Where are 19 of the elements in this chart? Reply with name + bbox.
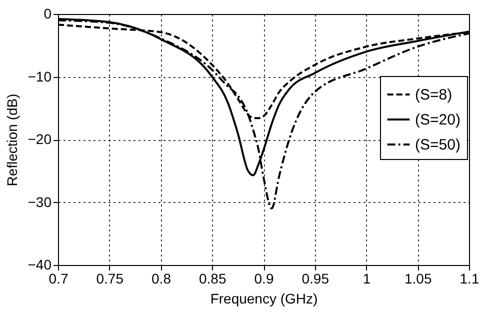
legend-label: (S=8): [415, 86, 452, 104]
x-tick-label: 0.8: [152, 270, 172, 286]
y-axis-title: Reflection (dB): [4, 94, 20, 186]
legend-label: (S=50): [415, 136, 460, 154]
x-tick-label: 0.85: [199, 270, 226, 286]
x-tick-label: 1: [362, 270, 371, 286]
x-tick-label: 0.9: [254, 270, 274, 286]
x-tick-label: 1.05: [404, 270, 432, 286]
x-tick-label: 0.75: [96, 270, 124, 286]
x-tick-label: 0.95: [302, 270, 330, 286]
x-tick-label: 0.7: [48, 270, 68, 286]
y-tick-label: −20: [28, 131, 52, 147]
x-tick-label: 1.1: [460, 270, 480, 286]
y-tick-label: −10: [28, 68, 52, 84]
x-axis-title: Frequency (GHz): [210, 290, 318, 306]
y-tick-label: 0: [44, 6, 52, 22]
y-tick-label: −40: [28, 256, 52, 272]
y-tick-label: −30: [28, 194, 52, 210]
legend-label: (S=20): [415, 112, 460, 128]
